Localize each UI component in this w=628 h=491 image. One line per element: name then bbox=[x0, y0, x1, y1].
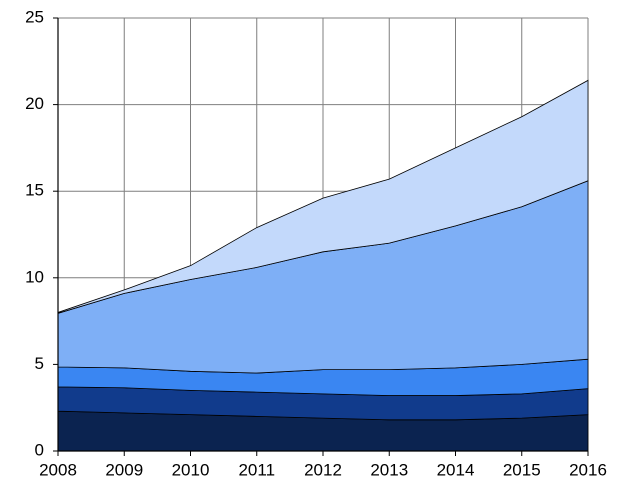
y-tick-label: 15 bbox=[25, 181, 44, 200]
x-tick-label: 2012 bbox=[304, 460, 342, 479]
x-tick-label: 2010 bbox=[172, 460, 210, 479]
x-tick-label: 2011 bbox=[238, 460, 275, 479]
y-tick-label: 0 bbox=[35, 440, 44, 459]
y-tick-label: 10 bbox=[25, 267, 44, 286]
y-tick-label: 20 bbox=[25, 94, 44, 113]
x-tick-label: 2014 bbox=[437, 460, 475, 479]
x-tick-label: 2016 bbox=[569, 460, 607, 479]
x-tick-label: 2015 bbox=[503, 460, 541, 479]
area bbox=[57, 79, 589, 314]
x-tick-label: 2009 bbox=[105, 460, 143, 479]
y-tick-label: 5 bbox=[35, 354, 44, 373]
x-tick-label: 2013 bbox=[370, 460, 408, 479]
x-tick-label: 2008 bbox=[39, 460, 77, 479]
y-tick-label: 25 bbox=[25, 7, 44, 26]
